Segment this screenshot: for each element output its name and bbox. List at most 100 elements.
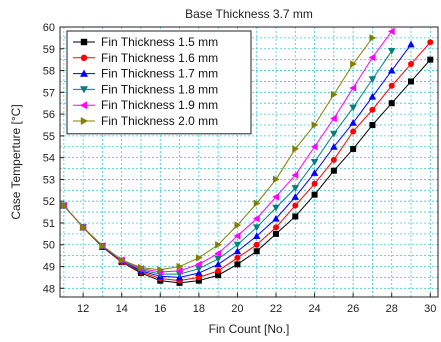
data-point	[252, 232, 261, 240]
data-point	[292, 145, 300, 153]
data-point	[195, 269, 203, 277]
y-tick-label: 55	[43, 131, 55, 143]
data-point	[427, 39, 434, 46]
x-tick-label: 20	[231, 303, 243, 315]
data-point	[234, 254, 241, 261]
data-point	[407, 40, 415, 48]
legend-marker	[80, 117, 88, 125]
data-point	[408, 78, 414, 85]
legend-item: Fin Thickness 2.0 mm	[73, 114, 218, 128]
legend-marker	[80, 101, 88, 110]
data-point	[388, 82, 395, 89]
x-tick-label: 12	[77, 303, 89, 315]
data-point	[310, 143, 318, 151]
data-point	[427, 56, 434, 63]
grid	[60, 26, 438, 297]
legend-marker	[80, 69, 88, 77]
data-point	[310, 169, 319, 176]
chart-title: Base Thickness 3.7 mm	[185, 7, 313, 21]
data-point	[195, 254, 203, 262]
legend-label: Fin Thickness 2.0 mm	[101, 114, 218, 128]
data-point	[350, 60, 357, 68]
data-point	[311, 191, 318, 198]
data-point	[387, 47, 396, 55]
data-point	[233, 232, 241, 240]
legend-marker	[80, 38, 88, 46]
data-point	[292, 213, 299, 220]
legend-label: Fin Thickness 1.6 mm	[101, 51, 218, 65]
y-tick-label: 57	[43, 87, 55, 99]
data-point	[175, 267, 183, 275]
data-point	[272, 214, 280, 222]
legend-label: Fin Thickness 1.8 mm	[101, 82, 218, 96]
data-point	[350, 128, 357, 135]
legend-item: Fin Thickness 1.6 mm	[73, 51, 218, 65]
x-tick-label: 26	[347, 303, 359, 315]
data-point	[214, 260, 222, 268]
axis-ticks: 12 14 16 18 20 22 24 26 28 30 48 49 50 51 52 53 54 55 56 57…	[43, 22, 437, 315]
y-tick-label: 56	[43, 109, 55, 121]
legend-item: Fin Thickness 1.5 mm	[73, 35, 218, 49]
data-point	[330, 143, 338, 150]
data-point	[368, 53, 376, 62]
data-point	[387, 27, 395, 36]
x-tick-label: 30	[424, 303, 436, 315]
legend-label: Fin Thickness 1.5 mm	[101, 35, 218, 49]
x-tick-label: 14	[116, 303, 128, 315]
legend-label: Fin Thickness 1.7 mm	[101, 67, 218, 81]
data-point	[157, 266, 165, 274]
data-point	[330, 114, 337, 123]
data-point	[253, 199, 261, 208]
data-point	[369, 121, 376, 128]
y-tick-label: 51	[43, 218, 55, 230]
data-point	[369, 34, 377, 42]
series-layer	[60, 27, 434, 286]
legend-marker	[80, 86, 88, 94]
x-tick-label: 24	[308, 303, 320, 315]
data-point	[215, 267, 222, 274]
legend-box	[66, 30, 252, 135]
data-point	[330, 167, 337, 174]
data-point	[272, 204, 280, 212]
x-tick-label: 28	[386, 303, 398, 315]
data-point	[195, 277, 202, 284]
legend-item: Fin Thickness 1.8 mm	[73, 82, 218, 96]
data-point	[253, 241, 260, 248]
data-point	[176, 262, 184, 271]
data-point	[233, 247, 242, 255]
data-point	[368, 76, 377, 84]
data-point	[387, 66, 396, 74]
data-point	[291, 193, 300, 200]
data-point	[368, 92, 377, 100]
data-point	[310, 159, 319, 166]
data-point	[214, 255, 222, 263]
data-point	[330, 90, 338, 99]
y-tick-label: 60	[43, 22, 55, 34]
data-point	[273, 175, 280, 184]
y-tick-label: 53	[43, 174, 55, 186]
data-point	[215, 272, 222, 279]
legend-marker	[80, 54, 88, 61]
data-point	[388, 100, 395, 107]
data-point	[272, 193, 279, 201]
data-point	[118, 256, 126, 264]
y-axis-title: Case Temperture [°C]	[9, 104, 23, 219]
data-point	[349, 119, 357, 126]
data-point	[330, 130, 338, 138]
data-point	[311, 180, 318, 187]
data-point	[99, 242, 107, 250]
legend-item: Fin Thickness 1.7 mm	[73, 67, 218, 81]
data-point	[234, 221, 242, 229]
data-point	[233, 241, 242, 249]
data-point	[60, 201, 68, 210]
y-tick-label: 54	[43, 153, 55, 165]
x-axis-title: Fin Count [No.]	[209, 322, 290, 336]
series-6	[60, 34, 377, 274]
data-point	[215, 240, 222, 249]
y-tick-label: 49	[43, 262, 55, 274]
data-point	[349, 104, 357, 112]
data-point	[369, 106, 376, 113]
legend-item: Fin Thickness 1.9 mm	[73, 98, 218, 112]
x-tick-label: 18	[193, 303, 205, 315]
